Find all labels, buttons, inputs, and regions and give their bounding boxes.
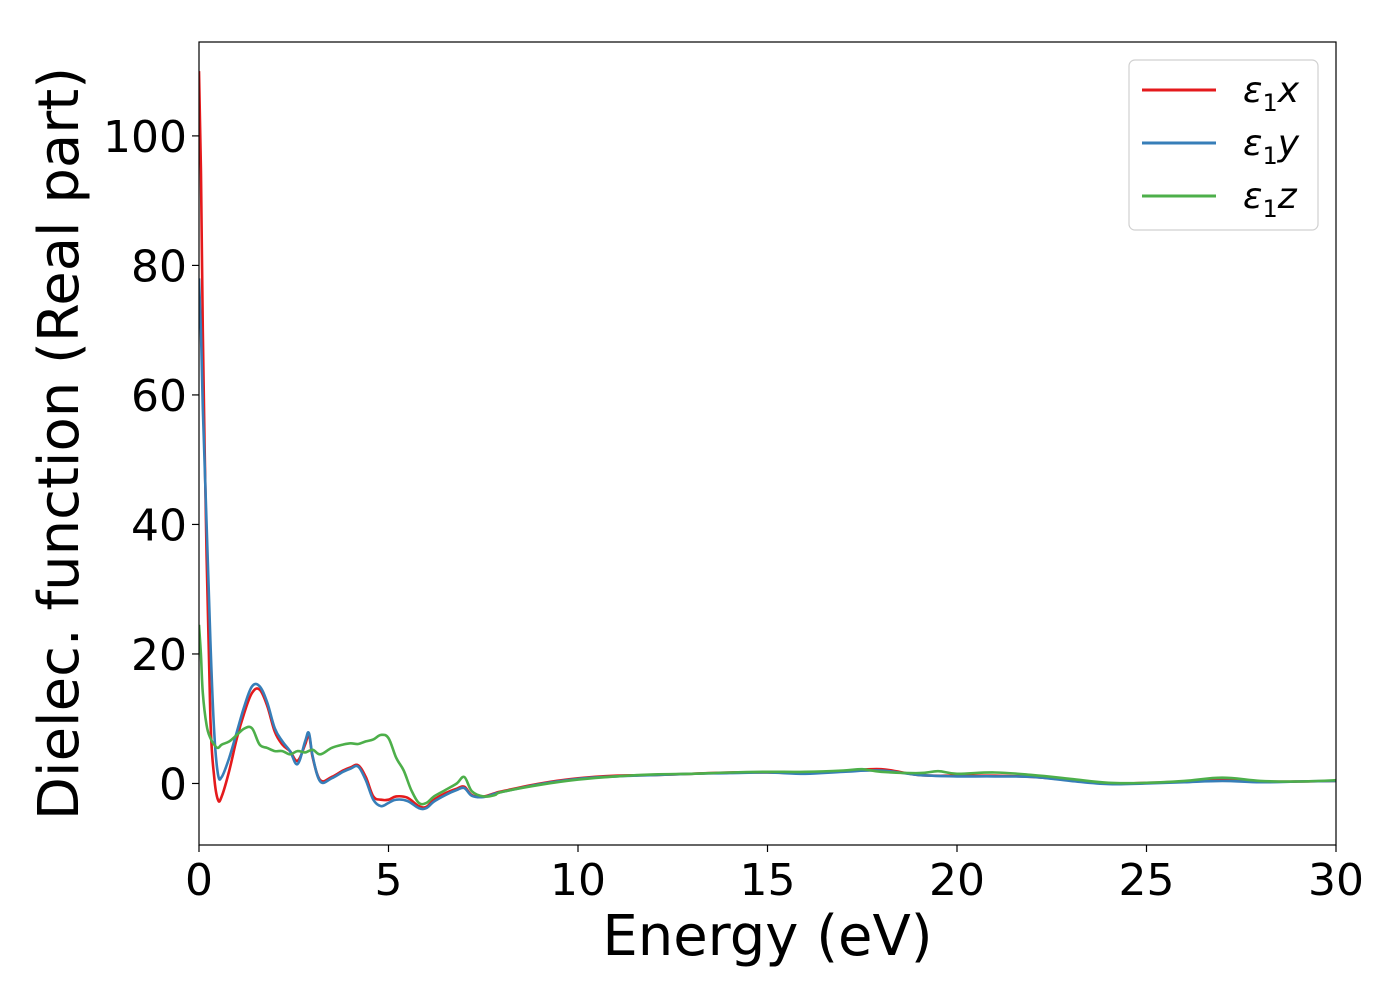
legend-axis: y (1277, 123, 1300, 164)
y-tick-label: 20 (131, 630, 187, 681)
x-tick-label: 30 (1308, 855, 1364, 906)
x-tick-label: 25 (1119, 855, 1175, 906)
plot-frame (198, 41, 1337, 846)
x-axis-label: Energy (eV) (602, 904, 932, 969)
legend-subscript: 1 (1262, 142, 1277, 170)
legend-symbol: ε (1243, 176, 1262, 217)
legend-item-eps1z: ε1z (1142, 176, 1298, 223)
series-line-eps1y (199, 278, 1336, 811)
y-tick-label: 40 (131, 500, 187, 551)
legend-box (1128, 59, 1319, 231)
y-axis-label: Dielec. function (Real part) (27, 67, 92, 820)
legend-label: ε1y (1243, 123, 1300, 170)
x-tick-label: 0 (185, 855, 213, 906)
legend-item-eps1y: ε1y (1142, 123, 1300, 170)
legend-item-eps1x: ε1x (1142, 70, 1300, 117)
x-tick-label: 10 (550, 855, 606, 906)
y-tick-label: 80 (131, 241, 187, 292)
y-axis-ticks: 0 20 40 60 80 100 (103, 112, 199, 810)
series-line-eps1z (199, 624, 1336, 806)
series-lines (199, 71, 1336, 811)
legend-label: ε1x (1243, 70, 1300, 117)
legend-subscript: 1 (1262, 89, 1277, 117)
x-tick-label: 5 (375, 855, 403, 906)
x-tick-label: 20 (929, 855, 985, 906)
legend-axis: x (1277, 70, 1300, 111)
y-tick-label: 0 (159, 759, 187, 810)
legend-symbol: ε (1243, 123, 1262, 164)
legend-subscript: 1 (1262, 195, 1277, 223)
legend-symbol: ε (1243, 70, 1262, 111)
x-tick-label: 15 (740, 855, 796, 906)
y-tick-label: 60 (131, 371, 187, 422)
legend-axis: z (1277, 176, 1298, 217)
legend-label: ε1z (1243, 176, 1298, 223)
x-axis-ticks: 0 5 10 15 20 25 30 (185, 845, 1364, 906)
y-tick-label: 100 (103, 112, 187, 163)
